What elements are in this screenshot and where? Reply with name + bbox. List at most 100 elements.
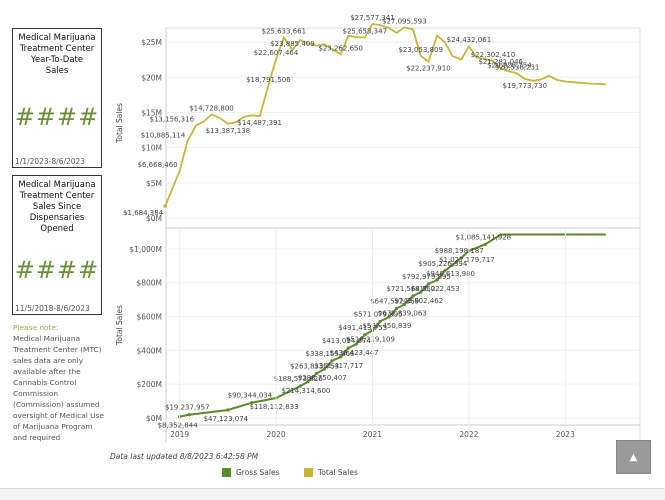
data-label: $23,885,409	[270, 40, 315, 48]
x-tick-label: 2020	[267, 430, 286, 439]
data-label: $24,432,061	[447, 36, 492, 44]
data-point	[306, 380, 310, 384]
data-label: $288,750,407	[298, 374, 347, 382]
y-tick-label: $0M	[146, 214, 162, 223]
legend-label-gross: Gross Sales	[236, 468, 280, 477]
data-label: $10,885,114	[141, 131, 186, 139]
data-point	[411, 294, 415, 298]
data-label: $6,668,460	[138, 161, 178, 169]
scroll-to-top-button[interactable]: ▲	[616, 440, 651, 474]
data-label: $19,237,957	[165, 404, 210, 412]
y-tick-label: $600M	[136, 313, 162, 322]
kpi-since-title-line: Medical Marijuana	[18, 180, 96, 190]
data-label: $8,352,844	[158, 422, 199, 430]
data-label: $22,237,910	[406, 65, 451, 73]
data-point	[402, 302, 406, 306]
data-label: $988,198,187	[435, 247, 484, 255]
data-label: $22,302,410	[471, 51, 516, 59]
data-label: $13,387,138	[206, 127, 251, 135]
data-point	[363, 333, 367, 337]
data-label: $816,022,453	[411, 285, 460, 293]
data-label: $263,833,753	[290, 362, 339, 370]
cumulative-gross-sales-chart: $0M $200M $400M $600M $800M $1,000M Total Sale…	[115, 228, 640, 439]
data-label: $338,155,066	[305, 350, 355, 358]
data-label: $25,653,347	[342, 27, 387, 35]
data-label: $19,773,730	[503, 82, 548, 90]
data-label: $1,085,141,928	[455, 233, 511, 241]
data-point	[354, 342, 358, 346]
data-point	[459, 256, 463, 260]
data-label: $436,423,447	[330, 349, 379, 357]
x-tick-label: 2023	[556, 430, 575, 439]
x-tick-label: 2019	[170, 430, 189, 439]
bottom-toolbar	[0, 488, 665, 500]
data-label: $743,802,462	[394, 297, 443, 305]
last-updated-text: Data last updated 8/8/2023 6:42:58 PM	[110, 452, 259, 461]
data-point	[450, 263, 455, 267]
data-label: $20,828,754	[487, 61, 532, 69]
data-point	[483, 242, 487, 246]
data-point	[250, 401, 254, 405]
x-tick-label: 2021	[363, 430, 382, 439]
kpi-since-value: ####	[14, 256, 100, 284]
data-label: $90,344,034	[228, 392, 273, 400]
data-point	[378, 319, 382, 324]
kpi-ytd-title-line: Sales	[45, 66, 69, 76]
legend-swatch-total	[304, 468, 313, 477]
data-label: $214,314,600	[281, 387, 330, 395]
data-point	[435, 278, 439, 282]
data-label: $571,079,895	[354, 310, 403, 318]
kpi-since-title-line: Opened	[40, 224, 74, 234]
y-tick-label: $800M	[136, 279, 162, 288]
kpi-ytd-title-line: Medical Marijuana	[18, 33, 96, 43]
data-label: $14,728,800	[189, 104, 234, 112]
kpi-since-date-range: 11/5/2018-8/6/2023	[15, 304, 90, 313]
kpi-ytd-value: ####	[14, 103, 100, 131]
y-axis-title: Total Sales	[115, 305, 124, 346]
data-label: $721,564,552	[386, 285, 435, 293]
kpi-since-opened-card: Medical Marijuana Treatment Center Sales…	[12, 175, 102, 315]
data-label: $27,095,593	[382, 17, 427, 25]
data-availability-note: Please note: Medical Marijuana Treatment…	[13, 322, 107, 443]
kpi-since-title-line: Treatment Center	[19, 191, 95, 201]
y-axis-title: Total Sales	[115, 103, 124, 144]
data-label: $118,112,833	[250, 403, 299, 411]
y-tick-label: $400M	[136, 346, 162, 355]
y-tick-label: $15M	[141, 108, 162, 117]
legend-swatch-gross	[222, 468, 231, 477]
y-tick-label: $10M	[141, 144, 162, 153]
y-tick-label: $200M	[136, 380, 162, 389]
data-label: $518,219,109	[346, 335, 395, 343]
data-point	[443, 269, 447, 273]
data-label: $23,053,809	[398, 46, 443, 54]
data-point	[387, 315, 391, 319]
data-label: $27,577,341	[350, 14, 395, 22]
legend-gross-sales[interactable]: Gross Sales	[222, 468, 279, 477]
data-label: $1,027,179,717	[439, 256, 495, 264]
x-tick-label: 2022	[459, 430, 478, 439]
data-label: $18,791,506	[246, 76, 291, 84]
data-label: $23,262,650	[318, 44, 363, 52]
data-label: $1,684,384	[123, 209, 164, 217]
data-label: $946,613,980	[426, 270, 475, 278]
data-label: $597,450,839	[362, 322, 411, 330]
legend-label-total: Total Sales	[318, 468, 358, 477]
note-header: Please note:	[13, 323, 59, 332]
data-point	[419, 290, 423, 294]
legend-total-sales[interactable]: Total Sales	[304, 468, 358, 477]
data-point	[314, 371, 319, 375]
data-label: $413,094,074	[322, 337, 372, 345]
data-point	[346, 346, 350, 350]
data-point	[339, 355, 343, 359]
data-point	[322, 367, 326, 371]
data-label: $22,607,464	[254, 49, 299, 57]
monthly-total-sales-chart: $0M $5M $10M $15M $20M $25M Total Sales $1,684,…	[115, 14, 641, 442]
data-label: $13,156,316	[149, 115, 194, 123]
kpi-ytd-title-line: Treatment Center	[19, 44, 95, 54]
data-label: $25,633,661	[262, 28, 307, 36]
data-point	[426, 282, 431, 286]
data-label: $792,979,895	[402, 273, 451, 281]
data-label: $47,123,074	[204, 415, 249, 423]
data-label: $671,839,063	[378, 309, 427, 317]
data-label: $20,538,231	[495, 63, 540, 71]
